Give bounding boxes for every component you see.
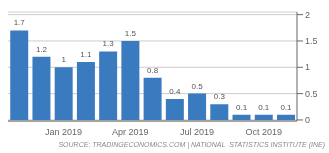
svg-text:Jul 2019: Jul 2019 (180, 127, 214, 137)
html-text:SOURCE: TRADINGECONOMICS.COM |: SOURCE: TRADINGECONOMICS.COM | NATIONAL … (58, 141, 325, 148)
svg-text:0: 0 (305, 115, 310, 125)
svg-text:Jan 2019: Jan 2019 (45, 127, 82, 137)
svg-text:1.3: 1.3 (103, 39, 115, 48)
svg-text:0.1: 0.1 (258, 103, 270, 112)
svg-text:1: 1 (61, 55, 66, 64)
svg-text:0.4: 0.4 (169, 87, 181, 96)
svg-text:0.1: 0.1 (280, 103, 292, 112)
svg-text:Apr 2019: Apr 2019 (112, 127, 149, 137)
svg-text:1.7: 1.7 (14, 18, 26, 27)
svg-text:1.5: 1.5 (125, 29, 137, 38)
svg-text:Oct 2019: Oct 2019 (245, 127, 282, 137)
svg-text:1: 1 (305, 62, 310, 72)
svg-text:0.5: 0.5 (305, 89, 318, 99)
svg-text:2: 2 (305, 10, 310, 20)
svg-text:0.1: 0.1 (236, 103, 248, 112)
svg-text:1.1: 1.1 (80, 50, 92, 59)
svg-text:1.5: 1.5 (305, 36, 318, 46)
svg-text:0.3: 0.3 (214, 92, 226, 101)
svg-text:0.5: 0.5 (192, 82, 204, 91)
svg-text:0.8: 0.8 (147, 66, 159, 75)
svg-text:1.2: 1.2 (36, 45, 48, 54)
